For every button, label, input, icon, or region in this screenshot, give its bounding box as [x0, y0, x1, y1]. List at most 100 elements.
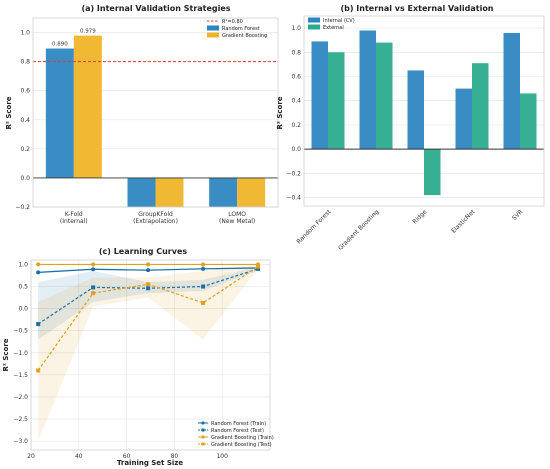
panel-c-legend-marker: [201, 421, 205, 425]
panel-c-y-tick-label: 0.5: [18, 284, 28, 291]
legend-threshold-label: R²=0.80: [222, 19, 243, 25]
legend-random-forest-swatch: [207, 25, 219, 31]
panel-b-y-tick-label: 0.8: [291, 49, 301, 56]
panel-c-point: [201, 300, 206, 305]
panel-b-bar: [455, 88, 472, 150]
panel-c-y-axis-label: R² Score: [2, 338, 10, 371]
panel-a-legend: R²=0.80 Random Forest Gradient Boosting: [207, 19, 267, 39]
panel-c-point: [146, 282, 151, 287]
panel-c-y-tick-label: −0.5: [13, 328, 28, 335]
panel-a-y-tick-label: 0.2: [20, 146, 30, 153]
panel-a-bar: [209, 177, 238, 207]
panel-c-lines: [36, 262, 261, 373]
panel-a-data-label: 0.979: [80, 29, 96, 35]
panel-b-bar: [407, 70, 424, 150]
panel-b-y-tick-label: 0.0: [291, 146, 301, 153]
panel-b-y-axis-label: R² Score: [276, 96, 284, 129]
panel-b-y-tick-label: 0.4: [291, 98, 301, 105]
panel-a-y-tick-label: 0.6: [20, 88, 30, 95]
panel-c-legend-marker: [201, 428, 205, 432]
panel-c-x-tick-label: 60: [123, 453, 131, 460]
panel-a: (a) Internal Validation Strategies −0.2 0…: [5, 4, 279, 225]
panel-a-frame: [32, 17, 279, 208]
panel-b-x-tick-label: ElasticNet: [450, 208, 477, 235]
legend-external-label: External: [323, 25, 344, 31]
panel-a-x-tick-label: (Extrapolation): [133, 218, 178, 225]
panel-c-legend-label: Random Forest (Test): [211, 428, 264, 434]
panel-c-x-tick-label: 40: [75, 453, 83, 460]
panel-c-y-tick-label: 1.0: [18, 261, 28, 268]
panel-b-bar: [520, 93, 537, 150]
panel-c-point: [36, 368, 41, 373]
panel-b-bar: [311, 41, 328, 150]
panel-a-y-tick-label: 0.4: [20, 117, 30, 124]
panel-b-title: (b) Internal vs External Validation: [340, 4, 493, 13]
panel-c-x-tick-label: 100: [216, 453, 228, 460]
panel-b-y-tick-label: 0.2: [291, 122, 301, 129]
panel-a-bar: [237, 177, 266, 207]
panel-b-bar: [424, 149, 441, 196]
panel-a-bar: [155, 177, 184, 207]
panel-c-legend-marker: [201, 442, 205, 446]
panel-c-y-tick-label: −2.5: [13, 416, 28, 423]
panel-c-point: [201, 284, 206, 289]
panel-b-bar: [472, 63, 489, 150]
panel-a-bar: [127, 177, 156, 207]
legend-external-swatch: [308, 24, 320, 30]
legend-internal-label: Internal (CV): [323, 18, 355, 24]
panel-c-x-axis-label: Training Set Size: [117, 459, 183, 467]
panel-c-y-tick-label: −2.0: [13, 394, 28, 401]
panel-c-point: [201, 266, 206, 271]
panel-b-x-tick-label: Gradient Boosting: [337, 208, 380, 251]
panel-a-x-tick-label: (Internal): [60, 218, 88, 225]
panel-c-legend-label: Random Forest (Train): [211, 421, 266, 427]
panel-a-bar: [73, 35, 102, 178]
panel-a-y-tick-label: 1.0: [20, 30, 30, 37]
panel-b-y-tick-label: 1.0: [291, 25, 301, 32]
panel-b-legend: Internal (CV) External: [308, 17, 355, 31]
panel-c-point: [146, 268, 151, 273]
panel-a-x-tick-label: (New Metal): [219, 218, 255, 225]
panel-c-point: [91, 291, 96, 296]
panel-b-x-tick-label: SVR: [511, 208, 525, 222]
panel-c-band: [38, 264, 259, 442]
panel-c-point: [91, 262, 96, 267]
panel-b-frame: [303, 15, 545, 207]
panel-c-frame: [30, 259, 271, 451]
panel-c-y-ticks: −3.0 −2.5 −2.0 −1.5 −1.0 −0.5 0.0 0.5 1.0: [13, 261, 28, 445]
panel-b-y-tick-label: −0.2: [286, 170, 301, 177]
panel-b-x-ticks: Random Forest Gradient Boosting Ridge Elast…: [296, 208, 525, 252]
panel-c-x-tick-label: 20: [27, 453, 35, 460]
legend-internal-swatch: [308, 17, 320, 23]
panel-c-title: (c) Learning Curves: [99, 247, 188, 256]
panel-a-title: (a) Internal Validation Strategies: [81, 4, 230, 13]
panel-a-x-tick-label: LOMO: [228, 211, 246, 218]
panel-b-y-tick-label: 0.6: [291, 74, 301, 81]
panel-b-y-ticks: −0.4 −0.2 0.0 0.2 0.4 0.6 0.8 1.0: [286, 25, 301, 201]
panel-a-y-tick-label: −0.2: [15, 204, 30, 211]
panel-c-point: [36, 270, 41, 275]
panel-c-legend-label: Gradient Boosting (Test): [211, 442, 272, 448]
panel-b-bar: [328, 52, 345, 150]
panel-c-point: [36, 262, 41, 267]
panel-a-x-ticks: K-Fold(Internal) GroupKFold(Extrapolation…: [60, 211, 255, 225]
panel-c-point: [36, 322, 41, 327]
panel-c-y-tick-label: −3.0: [13, 438, 28, 445]
panel-c-point: [91, 267, 96, 272]
panel-b-bar: [376, 42, 393, 150]
legend-random-forest-label: Random Forest: [222, 26, 260, 32]
panel-a-y-tick-label: 0.0: [20, 175, 30, 182]
panel-c-legend: Random Forest (Train)Random Forest (Test…: [198, 421, 274, 448]
panel-b-bar: [359, 30, 376, 150]
panel-a-y-axis-label: R² Score: [5, 96, 13, 129]
panel-c-y-tick-label: −1.5: [13, 372, 28, 379]
panel-b-x-tick-label: Random Forest: [296, 208, 333, 245]
panel-a-y-tick-label: 0.8: [20, 59, 30, 66]
panel-b-bars: [311, 30, 537, 196]
panel-a-data-labels: 0.890 0.979: [52, 29, 96, 48]
panel-a-x-tick-label: GroupKFold: [138, 211, 173, 218]
panel-c-x-tick-label: 80: [171, 453, 179, 460]
panel-a-bars: [45, 35, 266, 207]
legend-gradient-boosting-swatch: [207, 32, 219, 38]
